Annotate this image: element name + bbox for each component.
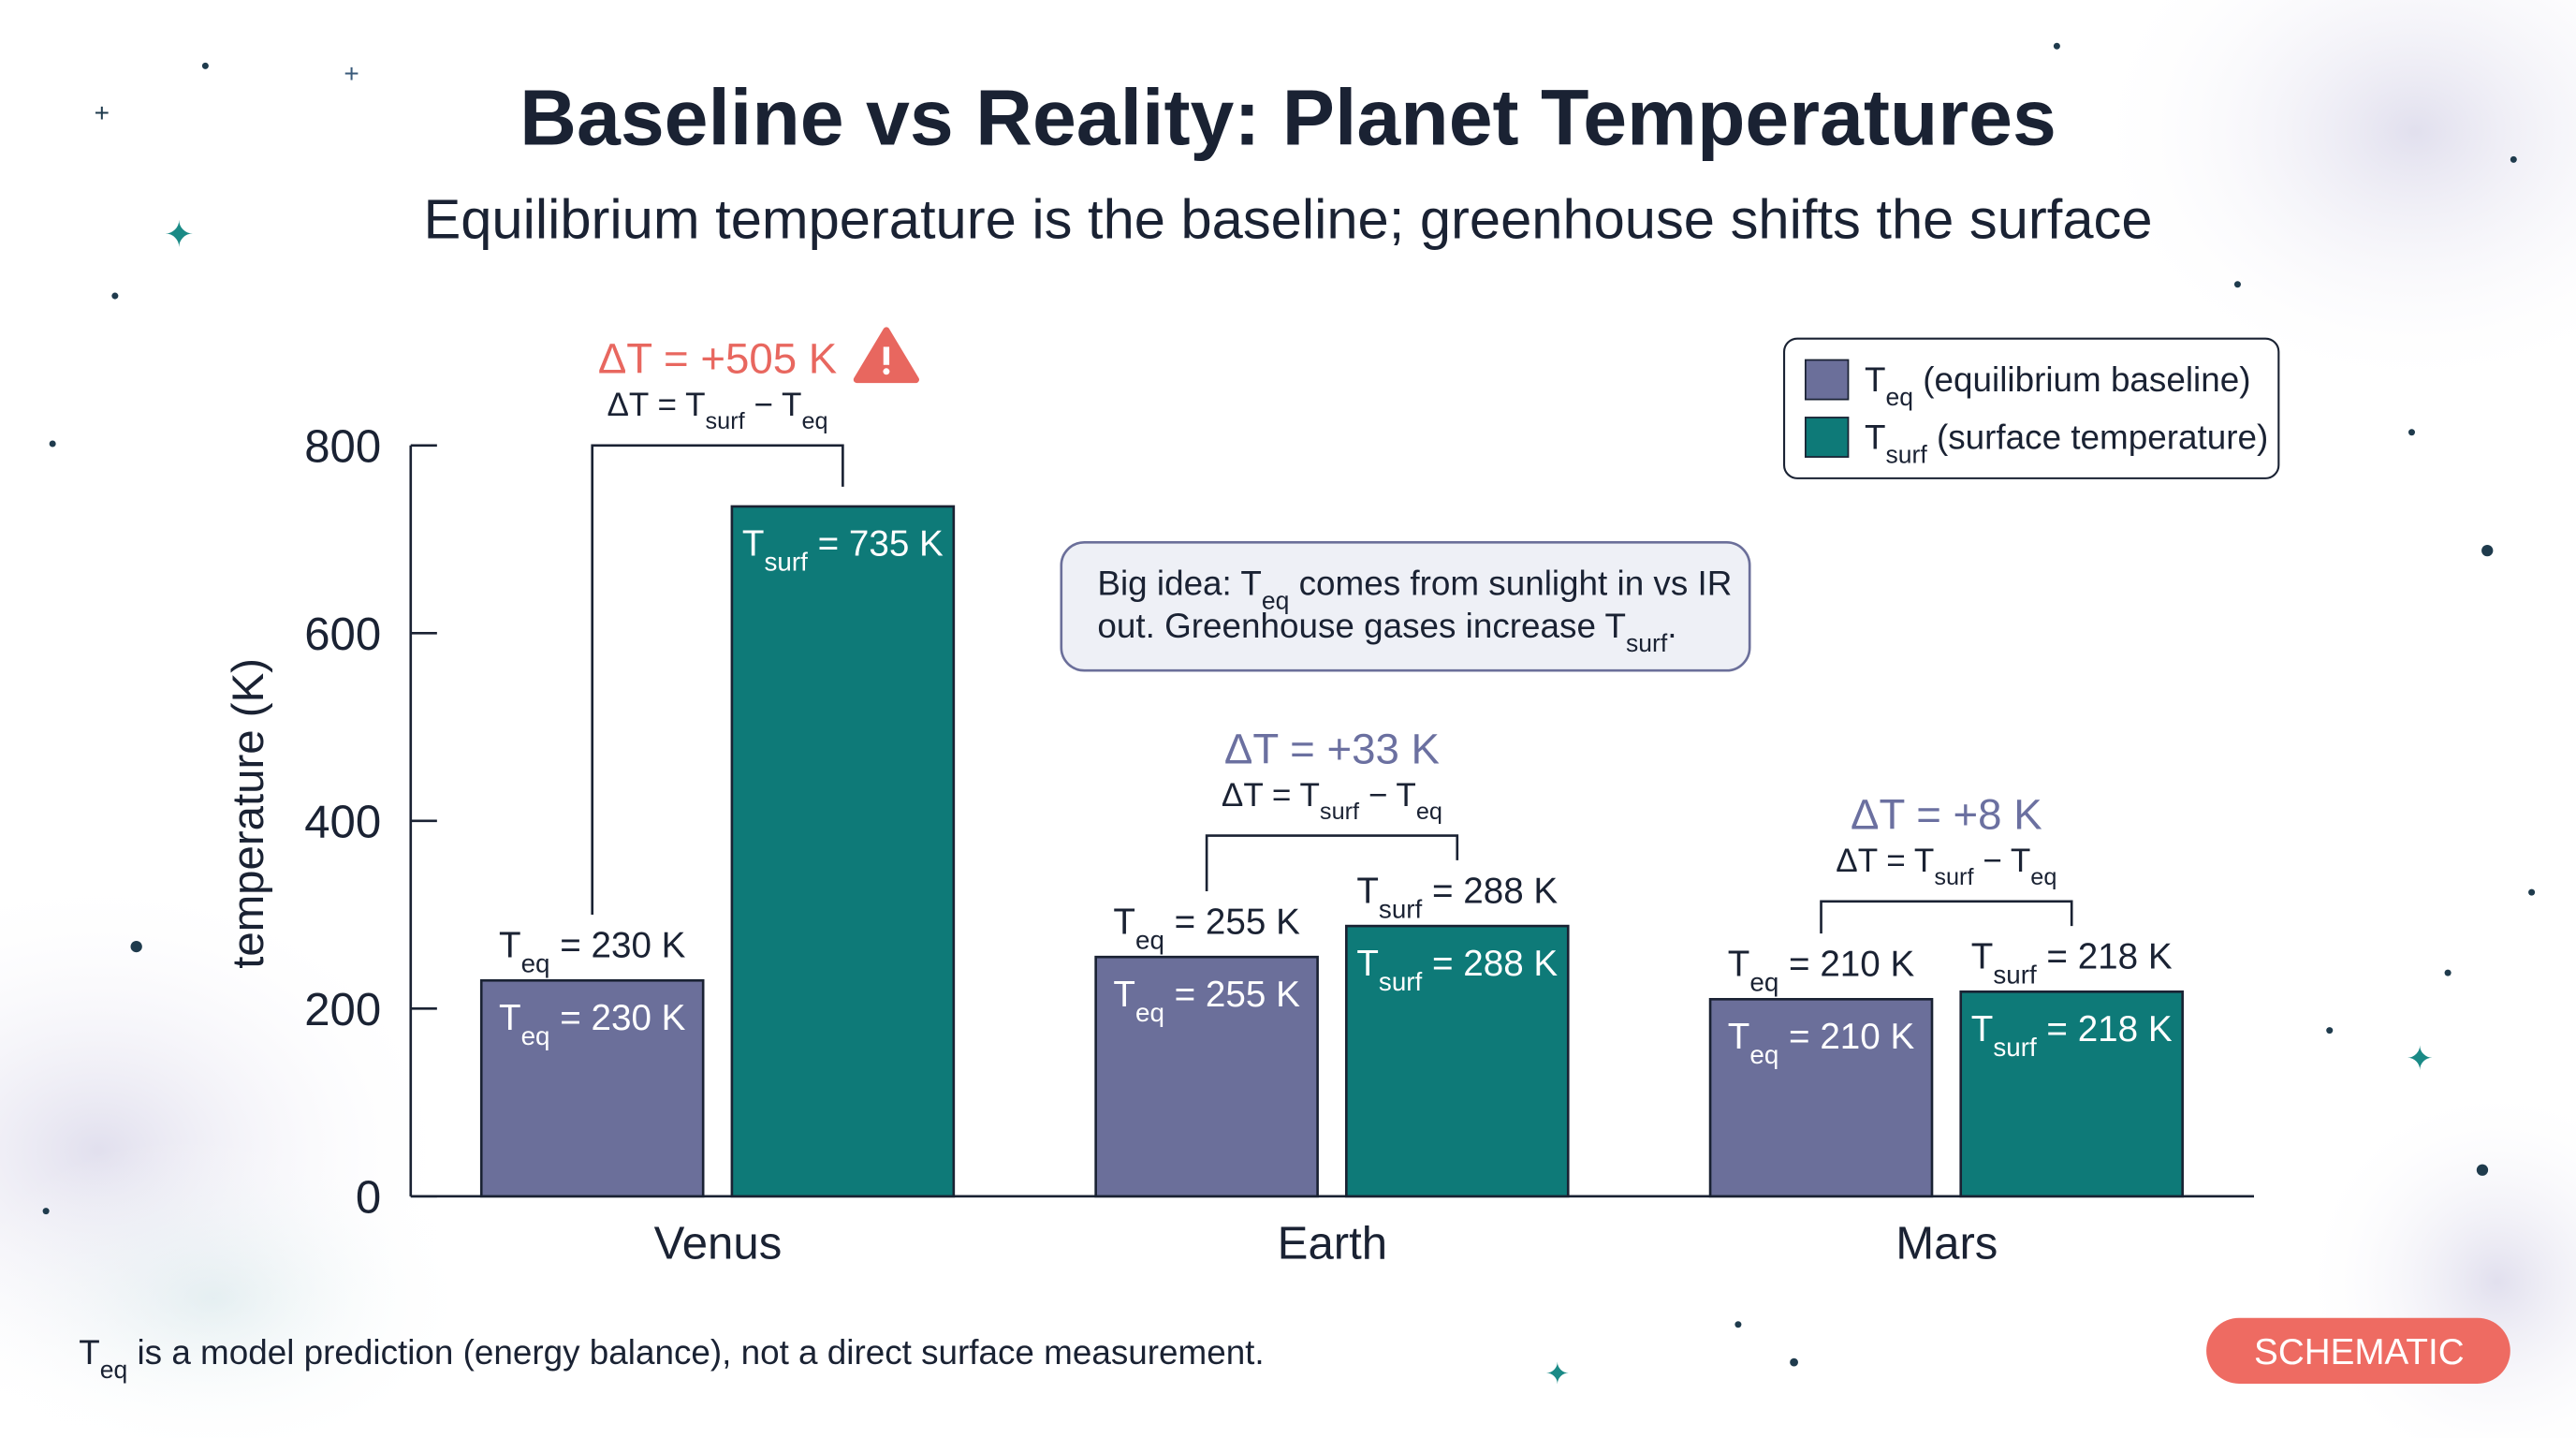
decor — [0, 1134, 476, 1438]
y-tick-label: 800 — [304, 421, 381, 472]
x-tick-label: Earth — [1278, 1219, 1387, 1269]
warning-dot — [883, 368, 890, 375]
y-axis-label: temperature (K) — [224, 658, 273, 969]
svg-text:✦: ✦ — [1545, 1357, 1570, 1390]
svg-text:✦: ✦ — [2407, 1041, 2434, 1078]
note-box: Big idea: Teq comes from sunlight in vs … — [1060, 541, 1751, 672]
delta-bracket — [1820, 900, 2073, 934]
legend-label: Teq (equilibrium baseline) — [1865, 360, 2250, 411]
bar-inner-label: Tsurf = 735 K — [742, 524, 944, 577]
y-tick-label: 600 — [304, 609, 381, 660]
bar-inner-label: Tsurf = 288 K — [1356, 944, 1558, 995]
svg-text:+: + — [95, 98, 110, 127]
stars: + + ✦ ✦ ✦ — [42, 42, 2536, 1390]
legend-label: Tsurf (surface temperature) — [1865, 418, 2268, 468]
legend-frame — [1782, 337, 2280, 479]
delta-formula: ΔT = Tsurf − Teq — [1836, 843, 2056, 890]
badge-text: SCHEMATIC — [2254, 1332, 2465, 1372]
delta-formula: ΔT = Tsurf − Teq — [1222, 777, 1442, 825]
bar — [1959, 990, 2184, 1198]
svg-text:+: + — [344, 59, 359, 88]
bar-top-label: Teq = 255 K — [1113, 902, 1300, 954]
warning-mark — [883, 346, 890, 365]
note-frame — [1060, 541, 1751, 672]
bar — [1344, 924, 1570, 1198]
bar-inner-label: Teq = 255 K — [1113, 975, 1300, 1027]
y-tick-label: 400 — [304, 797, 381, 847]
chart-subtitle: Equilibrium temperature is the baseline;… — [423, 188, 2152, 251]
bar-inner-label: Teq = 230 K — [499, 998, 686, 1050]
bar-top-label: Teq = 210 K — [1728, 945, 1915, 997]
note-text: Big idea: Teq comes from sunlight in vs … — [1097, 564, 1732, 657]
legend-swatch — [1804, 417, 1850, 458]
delta-bracket — [1205, 834, 1459, 891]
legend-swatch — [1804, 359, 1850, 401]
delta-label: ΔT = +33 K — [1224, 725, 1440, 772]
decor — [2086, 0, 2576, 395]
chart-title: Baseline vs Reality: Planet Temperatures — [520, 74, 2056, 162]
bar-inner-label: Teq = 210 K — [1728, 1017, 1915, 1069]
x-tick-label: Venus — [654, 1219, 783, 1269]
y-tick-label: 200 — [304, 985, 381, 1035]
bar-top-label: Tsurf = 288 K — [1356, 872, 1558, 923]
y-tick-label: 0 — [356, 1172, 381, 1223]
delta-label: ΔT = +8 K — [1851, 791, 2042, 839]
bar — [1094, 955, 1319, 1198]
footnote: Teq is a model prediction (energy balanc… — [79, 1333, 1264, 1384]
bar — [730, 505, 956, 1198]
legend: Teq (equilibrium baseline) Tsurf (surface… — [1782, 337, 2280, 479]
bar-inner-label: Tsurf = 218 K — [1971, 1009, 2173, 1062]
badge: SCHEMATIC — [2206, 1317, 2510, 1384]
badge-frame — [2206, 1317, 2510, 1384]
bar — [479, 978, 705, 1198]
svg-text:✦: ✦ — [164, 214, 194, 255]
bar-top-label: Teq = 230 K — [499, 926, 686, 978]
delta-bracket — [591, 444, 844, 916]
bar-top-label: Tsurf = 218 K — [1971, 937, 2173, 990]
x-tick-label: Mars — [1895, 1219, 1998, 1269]
bar — [1708, 997, 1934, 1198]
delta-formula: ΔT = Tsurf − Teq — [607, 387, 827, 434]
delta-label: ΔT = +505 K — [598, 335, 837, 383]
